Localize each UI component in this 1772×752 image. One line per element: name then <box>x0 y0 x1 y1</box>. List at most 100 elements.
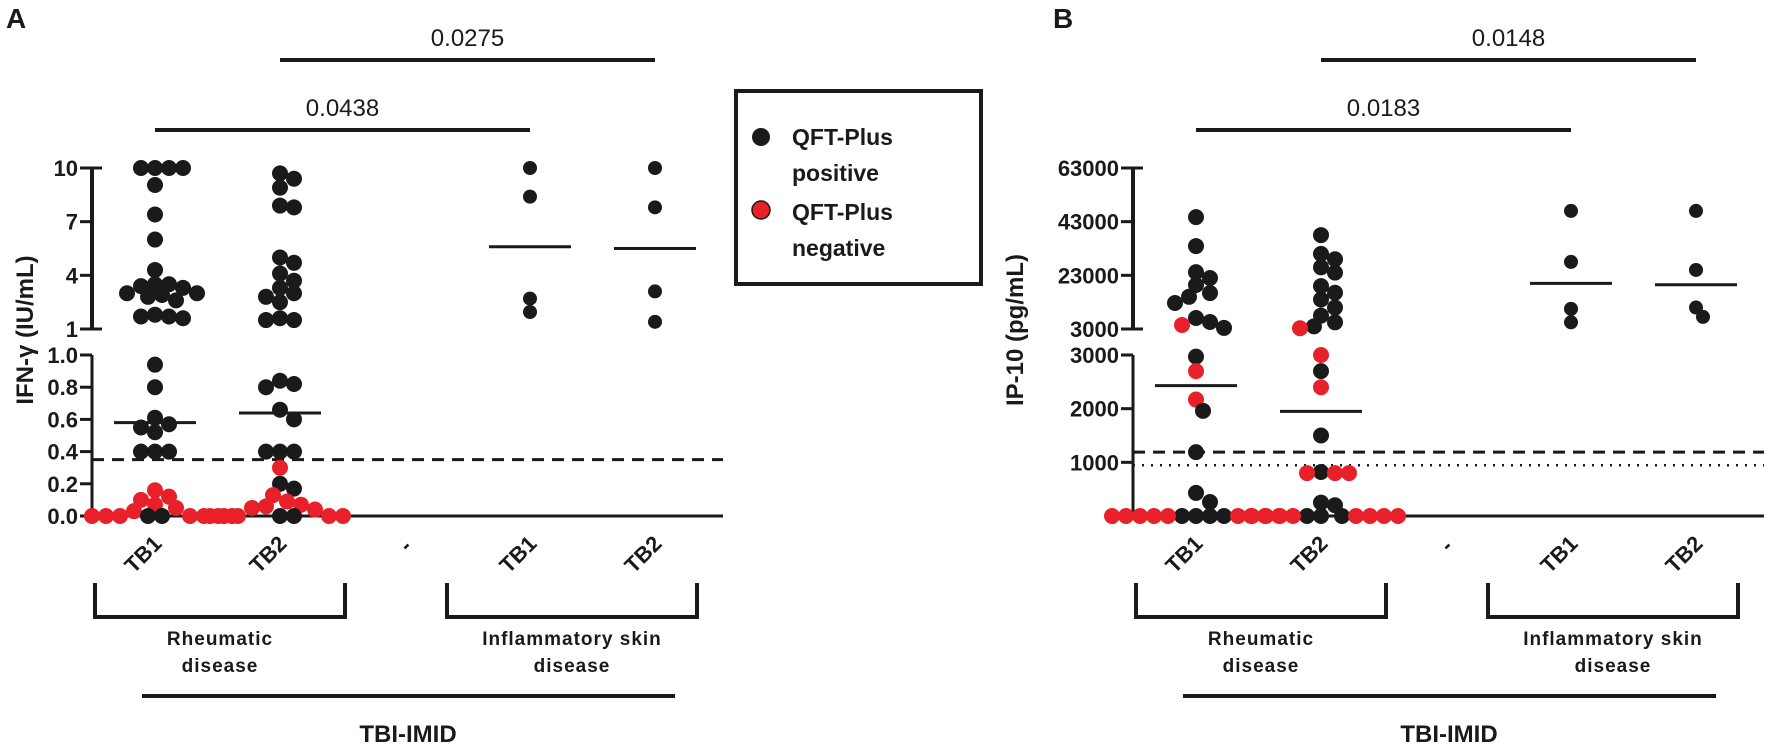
y-tick-label: 1000 <box>1070 450 1119 475</box>
data-point-positive <box>1202 494 1218 511</box>
data-point-positive <box>140 288 156 305</box>
data-point-negative <box>307 501 323 518</box>
data-point-positive <box>1188 276 1204 293</box>
data-point-negative <box>258 498 274 515</box>
group-tb2-1: TB2 <box>1243 227 1406 578</box>
data-point-positive <box>286 411 302 428</box>
data-point-positive <box>648 284 662 299</box>
data-point-negative <box>1327 465 1343 482</box>
legend-positive-line1: QFT-Plus <box>792 124 893 150</box>
data-point-positive <box>1689 203 1703 218</box>
data-point-positive <box>1313 463 1329 480</box>
category-label-line2: disease <box>1575 656 1652 677</box>
y-axis-label: IFN-γ (IU/mL) <box>12 255 39 404</box>
data-point-positive <box>154 508 170 524</box>
data-point-positive <box>1327 284 1343 301</box>
y-tick-label: 0.4 <box>47 440 78 465</box>
data-point-positive <box>1195 402 1211 419</box>
data-point-negative <box>335 508 351 524</box>
legend-negative-marker <box>751 200 771 220</box>
data-point-positive <box>1564 301 1578 316</box>
data-point-positive <box>168 292 184 309</box>
data-point-positive <box>1313 494 1329 511</box>
data-point-positive <box>1306 318 1322 335</box>
data-point-positive <box>286 480 302 497</box>
data-point-positive <box>1188 238 1204 255</box>
data-point-positive <box>1313 427 1329 444</box>
data-point-positive <box>1327 314 1343 331</box>
group-tb2-4: TB2 <box>1655 203 1737 578</box>
data-point-positive <box>189 285 205 302</box>
p-value-label: 0.0438 <box>306 95 379 122</box>
category-label-line2: disease <box>1223 656 1300 677</box>
data-point-positive <box>147 356 163 373</box>
data-point-negative <box>1390 508 1406 524</box>
data-point-negative <box>1299 465 1315 482</box>
data-point-positive <box>147 306 163 323</box>
data-point-positive <box>1696 309 1710 324</box>
x-axis-label: TBI-IMID <box>359 721 456 748</box>
data-point-positive <box>523 291 537 306</box>
data-point-positive <box>1202 285 1218 302</box>
data-point-positive <box>648 314 662 329</box>
y-tick-label: 4 <box>66 263 79 288</box>
legend: QFT-Plus positive QFT-Plus negative <box>734 89 983 286</box>
data-point-positive <box>147 443 163 460</box>
legend-positive-marker <box>752 128 770 146</box>
data-point-positive <box>1167 294 1183 311</box>
data-point-negative <box>216 508 232 524</box>
panel-a: A IFN-γ (IU/mL) 1 4 7 10 0.0 0.2 0.4 0.6 0.8 1.0 TB1… <box>6 3 723 748</box>
data-point-positive <box>147 176 163 193</box>
data-point-positive <box>147 206 163 223</box>
data-point-positive <box>1188 209 1204 226</box>
category-bracket <box>1134 583 1388 619</box>
legend-positive-line2: positive <box>792 160 879 186</box>
data-point-negative <box>1243 508 1259 524</box>
data-point-positive <box>1202 270 1218 287</box>
y-tick-label: 0.2 <box>47 472 78 497</box>
y-tick-label: 3000 <box>1070 343 1119 368</box>
data-point-positive <box>286 272 302 289</box>
data-point-positive <box>258 443 274 460</box>
data-point-positive <box>161 308 177 325</box>
data-point-negative <box>182 508 198 524</box>
p-value-label: 0.0275 <box>431 25 504 52</box>
data-point-negative <box>1376 508 1392 524</box>
p-value-label: 0.0148 <box>1472 25 1545 52</box>
data-point-positive <box>272 508 288 524</box>
data-point-positive <box>272 310 288 327</box>
panel-b: BIP-10 (pg/mL)30002300043000630000100020… <box>1002 3 1764 748</box>
data-point-positive <box>272 401 288 418</box>
data-point-positive <box>1188 444 1204 461</box>
data-point-negative <box>147 482 163 499</box>
data-point-positive <box>1327 251 1343 268</box>
data-point-positive <box>648 161 662 175</box>
data-point-positive <box>523 161 537 175</box>
group--2: - <box>1435 534 1458 557</box>
y-tick-label: 1.0 <box>47 343 78 368</box>
data-point-positive <box>147 424 163 441</box>
category-label-line1: Inflammatory skin <box>1523 629 1703 650</box>
data-point-positive <box>523 305 537 320</box>
group-tb1-0: TB1 <box>1104 209 1288 578</box>
data-point-positive <box>272 372 288 389</box>
x-tick-label: TB1 <box>494 531 541 578</box>
category-bracket <box>445 583 699 619</box>
x-tick-label: TB1 <box>119 531 166 578</box>
x-axis-label: TBI-IMID <box>1400 721 1497 748</box>
data-point-positive <box>1689 262 1703 277</box>
data-point-positive <box>1313 291 1329 308</box>
data-point-negative <box>1271 508 1287 524</box>
panel-label: A <box>6 3 26 34</box>
data-point-negative <box>1230 508 1246 524</box>
data-point-positive <box>286 312 302 329</box>
x-tick-label: TB2 <box>1285 531 1332 578</box>
data-point-negative <box>98 508 114 524</box>
x-tick-label: TB2 <box>244 531 291 578</box>
data-point-positive <box>154 287 170 304</box>
data-point-positive <box>258 379 274 396</box>
data-point-negative <box>279 493 295 510</box>
data-point-positive <box>175 310 191 327</box>
data-point-positive <box>1216 508 1232 524</box>
data-point-positive <box>140 508 156 524</box>
